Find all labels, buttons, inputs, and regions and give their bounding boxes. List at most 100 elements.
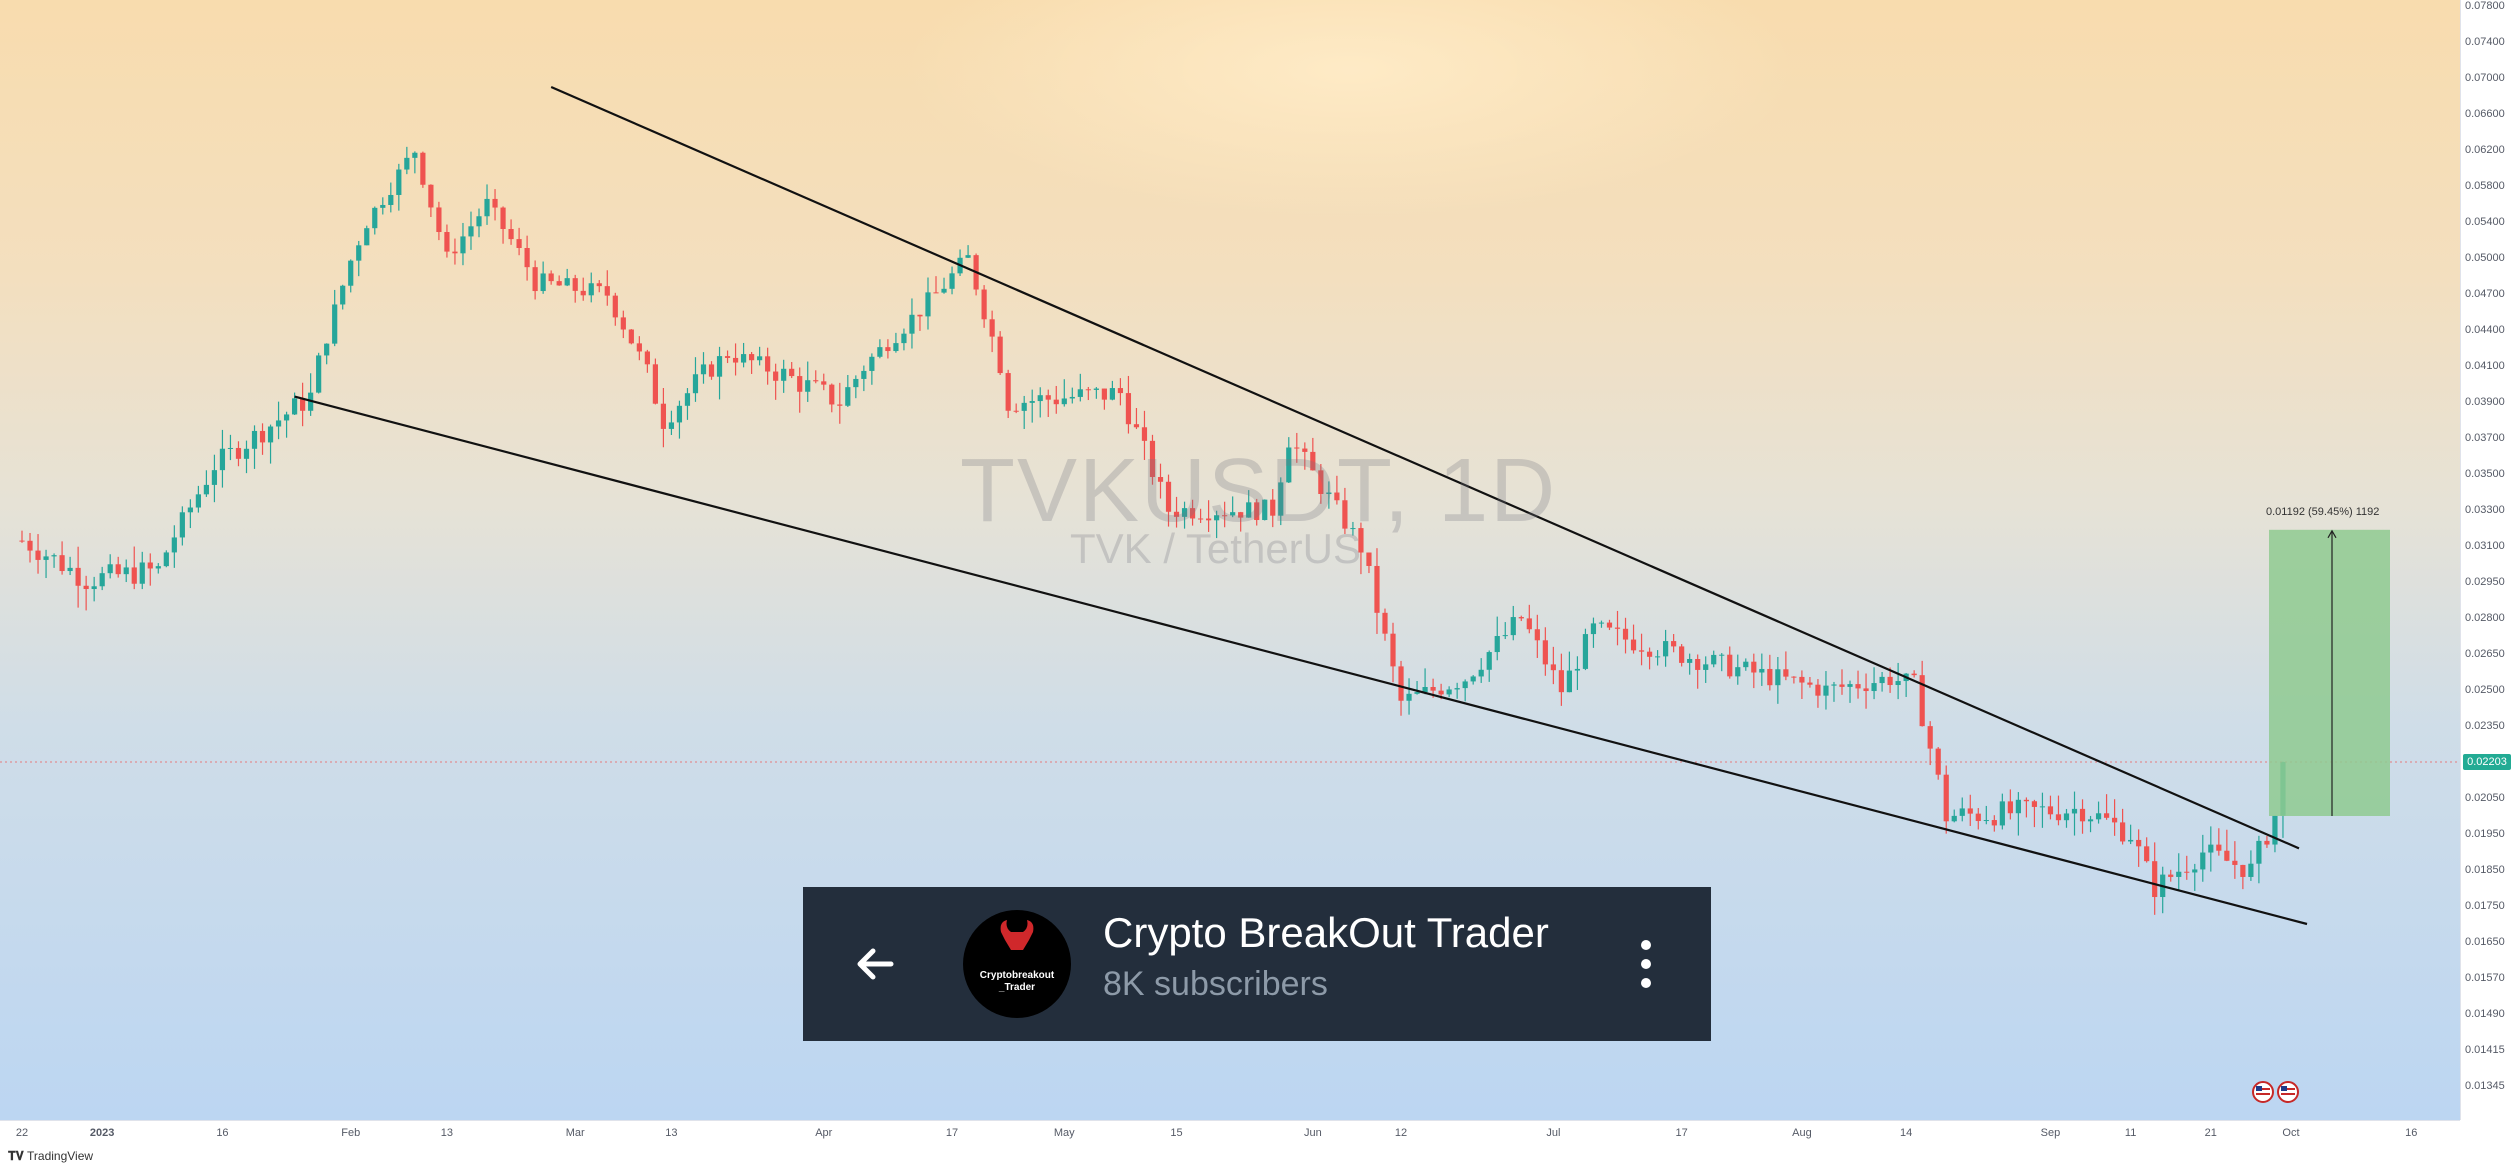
candle-body[interactable] <box>797 376 803 392</box>
candle-body[interactable] <box>1101 388 1107 400</box>
candle-body[interactable] <box>933 292 939 294</box>
candle-body[interactable] <box>1695 659 1701 670</box>
candle-body[interactable] <box>2095 813 2102 820</box>
candle-body[interactable] <box>2103 813 2110 818</box>
measure-range-fill[interactable] <box>2269 529 2390 816</box>
candle-body[interactable] <box>708 364 715 377</box>
candle-body[interactable] <box>1614 627 1621 629</box>
candle-body[interactable] <box>2120 822 2126 842</box>
candle-body[interactable] <box>909 314 915 334</box>
candle-body[interactable] <box>340 285 346 305</box>
candle-body[interactable] <box>2224 850 2230 861</box>
candle-body[interactable] <box>1663 641 1669 657</box>
candle-body[interactable] <box>1230 512 1236 516</box>
candle-body[interactable] <box>1478 669 1484 677</box>
candle-body[interactable] <box>372 207 378 229</box>
candle-body[interactable] <box>2176 871 2182 877</box>
candle-body[interactable] <box>1382 612 1388 634</box>
candle-body[interactable] <box>2200 852 2206 870</box>
candle-body[interactable] <box>19 540 25 542</box>
candle-body[interactable] <box>1759 668 1765 673</box>
candle-body[interactable] <box>1727 654 1733 677</box>
candle-body[interactable] <box>243 448 250 459</box>
candle-body[interactable] <box>805 380 811 392</box>
candle-body[interactable] <box>580 290 586 296</box>
candle-body[interactable] <box>107 564 113 574</box>
candle-body[interactable] <box>1911 673 1917 676</box>
candle-body[interactable] <box>1037 395 1043 402</box>
candle-body[interactable] <box>1286 447 1292 483</box>
candle-body[interactable] <box>2111 817 2118 823</box>
candle-body[interactable] <box>1943 774 1949 822</box>
candle-body[interactable] <box>259 430 266 443</box>
candle-body[interactable] <box>1350 528 1356 530</box>
candle-body[interactable] <box>203 484 210 495</box>
candle-body[interactable] <box>901 333 907 344</box>
candle-body[interactable] <box>1542 640 1548 665</box>
candle-body[interactable] <box>1935 748 1941 775</box>
price-axis[interactable]: 0.07800 0.07400 0.07000 0.06600 0.06200 0.058… <box>2460 0 2514 1120</box>
candle-body[interactable] <box>1959 808 1965 816</box>
candle-body[interactable] <box>821 381 827 385</box>
candle-body[interactable] <box>877 347 883 357</box>
candle-body[interactable] <box>2192 869 2198 873</box>
candle-body[interactable] <box>965 255 971 258</box>
candle-body[interactable] <box>460 236 466 254</box>
candle-body[interactable] <box>115 564 121 575</box>
candle-body[interactable] <box>1005 373 1011 411</box>
candle-body[interactable] <box>1895 681 1901 686</box>
candle-body[interactable] <box>1630 639 1637 651</box>
candle-body[interactable] <box>1703 664 1709 670</box>
candle-body[interactable] <box>356 245 362 261</box>
candle-body[interactable] <box>508 229 514 240</box>
candle-body[interactable] <box>2087 819 2094 822</box>
candle-body[interactable] <box>1983 820 1989 822</box>
candle-body[interactable] <box>2184 871 2190 873</box>
candle-body[interactable] <box>27 540 33 551</box>
candle-body[interactable] <box>532 267 538 292</box>
candle-body[interactable] <box>1390 633 1396 667</box>
candle-body[interactable] <box>556 281 562 286</box>
candle-body[interactable] <box>1999 801 2005 826</box>
candle-body[interactable] <box>316 355 322 393</box>
candle-body[interactable] <box>195 494 201 508</box>
candle-body[interactable] <box>444 232 450 252</box>
candle-body[interactable] <box>1045 395 1051 400</box>
candle-body[interactable] <box>997 336 1003 374</box>
candle-body[interactable] <box>2232 860 2238 865</box>
candle-body[interactable] <box>1069 396 1075 399</box>
candle-body[interactable] <box>1470 676 1476 682</box>
candle-body[interactable] <box>1109 388 1115 400</box>
candle-body[interactable] <box>692 374 699 394</box>
candle-body[interactable] <box>1494 636 1500 653</box>
candle-body[interactable] <box>1246 502 1252 518</box>
candle-body[interactable] <box>981 289 987 320</box>
candle-body[interactable] <box>484 198 490 217</box>
candle-body[interactable] <box>1566 670 1572 693</box>
candle-body[interactable] <box>853 378 859 388</box>
candle-body[interactable] <box>2023 799 2030 802</box>
candle-body[interactable] <box>1302 448 1308 452</box>
candle-body[interactable] <box>171 537 177 553</box>
candle-body[interactable] <box>1558 670 1564 693</box>
candle-body[interactable] <box>476 216 482 227</box>
candle-body[interactable] <box>99 573 105 587</box>
candle-body[interactable] <box>1374 565 1380 613</box>
candle-body[interactable] <box>1783 669 1789 677</box>
candle-body[interactable] <box>1590 623 1597 635</box>
candle-body[interactable] <box>1975 813 1981 822</box>
candle-body[interactable] <box>652 364 658 404</box>
candle-body[interactable] <box>500 207 506 230</box>
candle-body[interactable] <box>1117 388 1124 394</box>
candle-body[interactable] <box>1422 686 1428 693</box>
candle-body[interactable] <box>1222 515 1228 517</box>
candle-body[interactable] <box>468 226 474 237</box>
candle-body[interactable] <box>163 552 169 567</box>
candle-body[interactable] <box>2216 844 2222 851</box>
candle-body[interactable] <box>941 288 947 293</box>
candle-body[interactable] <box>51 555 57 557</box>
candle-body[interactable] <box>1077 389 1083 397</box>
candle-body[interactable] <box>83 585 89 590</box>
candle-body[interactable] <box>869 356 875 371</box>
candle-body[interactable] <box>644 351 650 365</box>
